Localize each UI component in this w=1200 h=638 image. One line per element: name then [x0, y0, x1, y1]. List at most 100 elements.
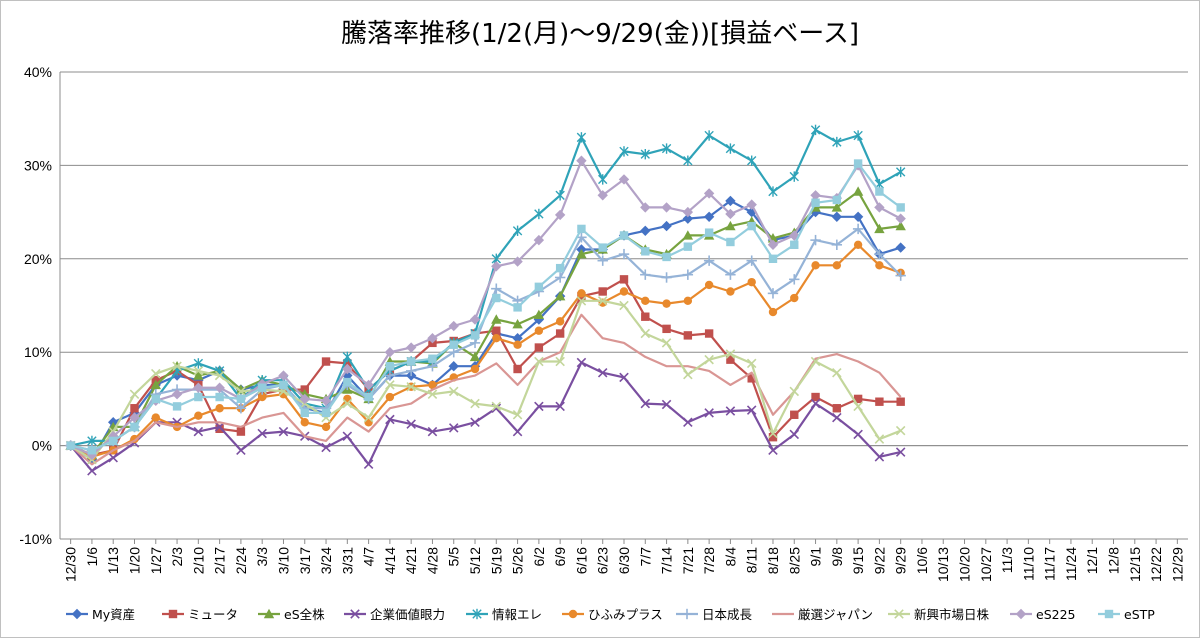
data-point: [832, 367, 842, 378]
data-point: [385, 362, 395, 371]
data-point: [321, 408, 331, 418]
data-point: [789, 274, 800, 285]
x-tick-label: 12/22: [1148, 547, 1164, 582]
data-point: [895, 270, 906, 281]
series-line: [70, 278, 901, 456]
data-point: [789, 386, 800, 397]
data-point: [619, 287, 629, 296]
data-point: [342, 431, 353, 442]
data-point: [704, 130, 714, 141]
data-point: [704, 228, 714, 237]
data-point: [109, 436, 118, 446]
data-point: [703, 255, 715, 266]
data-point: [513, 364, 522, 374]
data-point: [364, 392, 373, 402]
data-point: [385, 380, 395, 390]
data-point: [725, 406, 736, 416]
data-point: [618, 174, 630, 185]
data-point: [874, 202, 885, 213]
data-point: [492, 333, 501, 343]
data-point: [725, 208, 736, 220]
data-point: [682, 206, 694, 218]
data-point: [235, 403, 247, 414]
data-point: [853, 240, 863, 249]
data-point: [470, 398, 480, 409]
data-point: [194, 411, 203, 420]
x-tick-label: 12/15: [1127, 547, 1143, 582]
data-point: [236, 445, 246, 456]
x-tick-label: 9/29: [893, 547, 909, 574]
series-line: [70, 159, 902, 456]
x-tick-label: 6/2: [531, 547, 547, 567]
legend-label: My資産: [92, 607, 135, 622]
legend-item: 厳選ジャパン: [772, 607, 873, 622]
series-line: [70, 243, 902, 458]
x-tick-label: 3/31: [339, 547, 355, 574]
data-point: [875, 261, 884, 270]
x-tick-label: 12/8: [1106, 547, 1122, 574]
x-tick-label: 9/8: [829, 547, 845, 567]
data-point: [831, 239, 843, 250]
x-tick-label: 9/1: [808, 547, 824, 567]
data-point: [874, 452, 885, 462]
legend-label: eS全株: [284, 607, 325, 622]
data-point: [512, 318, 523, 329]
data-point: [363, 459, 374, 470]
x-tick-label: 8/25: [786, 547, 802, 574]
data-point: [491, 401, 502, 412]
data-point: [725, 220, 736, 231]
data-point: [257, 383, 267, 392]
data-point: [512, 426, 523, 437]
x-tick-label: 12/1: [1084, 547, 1100, 574]
data-point: [747, 277, 756, 287]
data-point: [832, 261, 842, 270]
data-point: [597, 255, 608, 266]
data-point: [725, 143, 736, 154]
data-point: [576, 296, 587, 306]
data-point: [214, 422, 225, 432]
data-point: [895, 220, 906, 231]
data-point: [811, 261, 820, 270]
data-point: [746, 199, 757, 210]
data-point: [428, 380, 437, 390]
data-point: [194, 392, 203, 402]
legend-label: eS225: [1036, 607, 1075, 622]
series-line: [69, 299, 902, 461]
data-point: [790, 240, 799, 249]
data-point: [875, 187, 884, 196]
y-tick-label: 10%: [24, 344, 52, 360]
data-point: [577, 289, 586, 298]
data-point: [746, 405, 757, 415]
data-point: [852, 211, 864, 222]
data-point: [768, 254, 778, 263]
data-point: [427, 332, 438, 344]
legend-label: 情報エレ: [492, 607, 542, 622]
y-tick-label: 40%: [24, 64, 52, 80]
x-tick-label: 8/18: [765, 547, 781, 574]
x-tick-label: 11/17: [1042, 547, 1058, 581]
x-tick-label: 2/3: [169, 547, 185, 567]
data-point: [683, 417, 693, 428]
data-point: [576, 155, 587, 166]
legend: My資産 ミュータ eS全株 企業価値眼力 情報エレ ひふみプラス 日本成長 厳選ジャパン 新興…: [66, 607, 1155, 622]
data-point: [767, 239, 779, 250]
x-tick-label: 6/16: [573, 547, 589, 574]
x-tick-label: 10/13: [935, 547, 951, 582]
y-tick-label: 30%: [24, 157, 52, 173]
x-tick-label: 1/20: [126, 547, 142, 574]
x-tick-label: 6/9: [552, 547, 568, 567]
legend-item: 情報エレ: [466, 607, 542, 622]
data-point: [449, 340, 458, 349]
data-point: [810, 206, 821, 218]
data-point: [150, 379, 161, 390]
data-point: [512, 225, 523, 236]
data-point: [129, 389, 140, 399]
legend-label: 企業価値眼力: [370, 607, 445, 622]
data-point: [725, 349, 736, 359]
data-point: [598, 243, 607, 252]
data-point: [151, 413, 160, 422]
data-point: [554, 272, 566, 283]
data-point: [790, 293, 799, 303]
data-point: [746, 358, 757, 369]
